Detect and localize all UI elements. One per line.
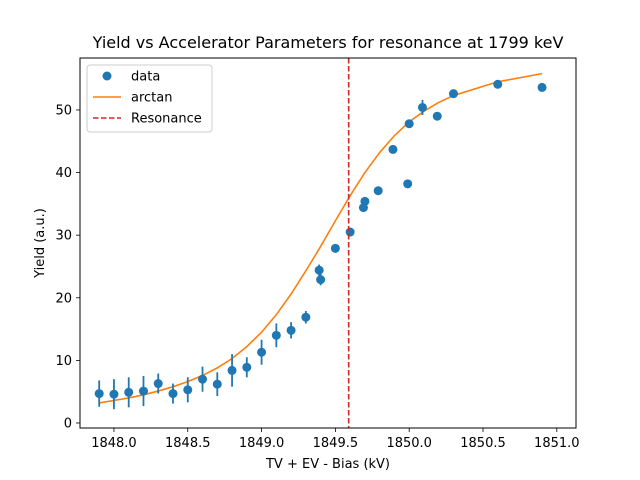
- data-point: [404, 119, 414, 129]
- x-tick-label: 1850.0: [386, 436, 432, 451]
- plot-frame: [79, 57, 577, 429]
- data-point: [314, 265, 324, 275]
- data-point: [330, 243, 340, 253]
- y-tick-label: 10: [55, 354, 72, 369]
- data-point: [212, 379, 222, 389]
- legend-label-data: data: [131, 70, 160, 85]
- chart-title: Yield vs Accelerator Parameters for reso…: [92, 33, 564, 52]
- x-tick-label: 1851.0: [534, 436, 580, 451]
- data-point: [168, 389, 178, 399]
- y-axis-ticks: 0 10 20 30 40 50: [55, 103, 80, 431]
- data-point: [448, 89, 458, 99]
- data-point: [227, 365, 237, 375]
- y-tick-label: 40: [55, 166, 72, 181]
- data-point: [537, 82, 547, 92]
- data-point: [198, 374, 208, 384]
- legend-box: [86, 64, 213, 133]
- x-axis-ticks: 1848.0 1848.5 1849.0 1849.5 1850.0 1850.5 1851…: [91, 428, 580, 451]
- x-axis-label: TV + EV - Bias (kV): [265, 457, 390, 472]
- y-tick-label: 50: [55, 103, 72, 118]
- data-point: [271, 330, 281, 340]
- data-point: [286, 325, 296, 335]
- data-point: [403, 179, 413, 189]
- data-point: [109, 389, 119, 399]
- y-tick-label: 20: [55, 291, 72, 306]
- data-series: [94, 79, 547, 410]
- data-point: [301, 312, 311, 322]
- data-point: [242, 362, 252, 372]
- data-point: [388, 144, 398, 154]
- x-tick-label: 1850.5: [460, 436, 506, 451]
- y-tick-label: 0: [64, 416, 72, 431]
- data-point: [138, 386, 148, 396]
- legend: data arctan Resonance: [86, 64, 213, 133]
- data-point: [373, 186, 383, 196]
- data-point: [153, 379, 163, 389]
- x-tick-label: 1849.5: [313, 436, 359, 451]
- data-point: [124, 387, 134, 397]
- legend-label-arctan: arctan: [131, 91, 172, 106]
- data-point: [316, 275, 326, 285]
- legend-marker-data: [102, 71, 112, 81]
- y-tick-label: 30: [55, 229, 72, 244]
- data-point: [493, 79, 503, 89]
- data-point: [360, 196, 370, 206]
- x-tick-label: 1849.0: [239, 436, 285, 451]
- legend-label-resonance: Resonance: [131, 112, 202, 127]
- x-tick-label: 1848.5: [165, 436, 211, 451]
- arctan-series: [99, 72, 543, 404]
- y-axis-label: Yield (a.u.): [33, 208, 48, 279]
- data-point: [94, 389, 104, 399]
- data-point: [257, 347, 267, 357]
- data-point: [432, 111, 442, 121]
- data-point: [183, 385, 193, 395]
- arctan-line: [99, 72, 543, 404]
- data-point: [417, 102, 427, 112]
- x-tick-label: 1848.0: [91, 436, 137, 451]
- data-point: [345, 227, 355, 237]
